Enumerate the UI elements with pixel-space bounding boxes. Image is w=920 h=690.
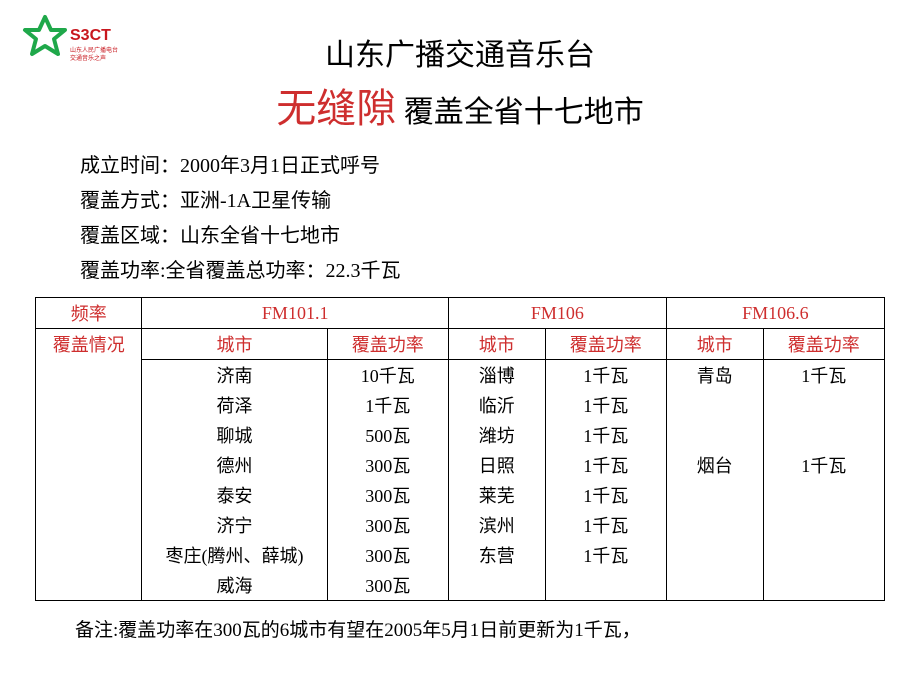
cell: 1千瓦 xyxy=(763,360,884,391)
logo-svg: S3CT 山东人民广播电台 交通音乐之声 xyxy=(20,12,120,82)
row-label-empty xyxy=(36,390,142,420)
svg-text:交通音乐之声: 交通音乐之声 xyxy=(70,54,106,62)
cell xyxy=(763,420,884,450)
cell xyxy=(763,570,884,601)
cell xyxy=(545,570,666,601)
title-rest: 覆盖全省十七地市 xyxy=(396,96,644,129)
freq-col-2: FM106 xyxy=(448,298,666,329)
row-label-empty xyxy=(36,510,142,540)
cell xyxy=(666,480,763,510)
cell: 日照 xyxy=(448,450,545,480)
table-row: 济宁 300瓦 滨州 1千瓦 xyxy=(36,510,885,540)
city-label: 城市 xyxy=(142,329,327,360)
power-label: 覆盖功率 xyxy=(763,329,884,360)
info-region: 覆盖区域：山东全省十七地市 xyxy=(80,219,920,254)
cell xyxy=(763,510,884,540)
power-label: 覆盖功率 xyxy=(545,329,666,360)
cell: 1千瓦 xyxy=(545,510,666,540)
cell: 烟台 xyxy=(666,450,763,480)
cell: 1千瓦 xyxy=(545,360,666,391)
cell: 滨州 xyxy=(448,510,545,540)
freq-col-3: FM106.6 xyxy=(666,298,884,329)
cell xyxy=(666,390,763,420)
row-label-empty xyxy=(36,540,142,570)
coverage-table-wrap: 频率 FM101.1 FM106 FM106.6 覆盖情况 城市 覆盖功率 城市… xyxy=(35,297,885,601)
cell: 淄博 xyxy=(448,360,545,391)
svg-text:S3CT: S3CT xyxy=(70,27,111,44)
cell: 莱芜 xyxy=(448,480,545,510)
cell: 潍坊 xyxy=(448,420,545,450)
title-highlight: 无缝隙 xyxy=(276,86,396,131)
cell xyxy=(666,540,763,570)
svg-text:山东人民广播电台: 山东人民广播电台 xyxy=(70,46,118,54)
table-row: 枣庄(腾州、薛城) 300瓦 东营 1千瓦 xyxy=(36,540,885,570)
cell xyxy=(763,390,884,420)
station-logo: S3CT 山东人民广播电台 交通音乐之声 xyxy=(20,12,120,82)
cell: 临沂 xyxy=(448,390,545,420)
cell: 300瓦 xyxy=(327,450,448,480)
cell: 1千瓦 xyxy=(763,450,884,480)
title-line2: 无缝隙 覆盖全省十七地市 xyxy=(0,76,920,134)
row-label-empty xyxy=(36,450,142,480)
row-label-empty xyxy=(36,420,142,450)
table-row: 威海 300瓦 xyxy=(36,570,885,601)
table-row: 泰安 300瓦 莱芜 1千瓦 xyxy=(36,480,885,510)
title-line1: 山东广播交通音乐台 xyxy=(0,30,920,74)
table-row: 覆盖情况 城市 覆盖功率 城市 覆盖功率 城市 覆盖功率 xyxy=(36,329,885,360)
cell: 青岛 xyxy=(666,360,763,391)
cell: 枣庄(腾州、薛城) xyxy=(142,540,327,570)
cell xyxy=(666,510,763,540)
row-label-empty xyxy=(36,480,142,510)
cell: 1千瓦 xyxy=(545,420,666,450)
cell: 威海 xyxy=(142,570,327,601)
coverage-table: 频率 FM101.1 FM106 FM106.6 覆盖情况 城市 覆盖功率 城市… xyxy=(35,297,885,601)
power-label: 覆盖功率 xyxy=(327,329,448,360)
cell: 1千瓦 xyxy=(545,450,666,480)
cell: 1千瓦 xyxy=(545,540,666,570)
footnote: 备注:覆盖功率在300瓦的6城市有望在2005年5月1日前更新为1千瓦， xyxy=(75,615,920,642)
cell: 500瓦 xyxy=(327,420,448,450)
info-block: 成立时间：2000年3月1日正式呼号 覆盖方式：亚洲-1A卫星传输 覆盖区域：山… xyxy=(80,149,920,289)
row-label-empty xyxy=(36,360,142,391)
cell xyxy=(666,570,763,601)
cell: 济宁 xyxy=(142,510,327,540)
cell xyxy=(666,420,763,450)
coverage-label: 覆盖情况 xyxy=(36,329,142,360)
city-label: 城市 xyxy=(666,329,763,360)
info-established: 成立时间：2000年3月1日正式呼号 xyxy=(80,149,920,184)
cell xyxy=(763,540,884,570)
cell: 1千瓦 xyxy=(545,390,666,420)
title-block: 山东广播交通音乐台 无缝隙 覆盖全省十七地市 xyxy=(0,0,920,134)
table-row: 德州 300瓦 日照 1千瓦 烟台 1千瓦 xyxy=(36,450,885,480)
cell: 荷泽 xyxy=(142,390,327,420)
info-power: 覆盖功率:全省覆盖总功率：22.3千瓦 xyxy=(80,254,920,289)
cell: 300瓦 xyxy=(327,480,448,510)
table-row: 荷泽 1千瓦 临沂 1千瓦 xyxy=(36,390,885,420)
table-row: 聊城 500瓦 潍坊 1千瓦 xyxy=(36,420,885,450)
cell: 10千瓦 xyxy=(327,360,448,391)
cell xyxy=(763,480,884,510)
cell: 东营 xyxy=(448,540,545,570)
cell: 1千瓦 xyxy=(545,480,666,510)
cell: 泰安 xyxy=(142,480,327,510)
cell: 聊城 xyxy=(142,420,327,450)
cell: 300瓦 xyxy=(327,570,448,601)
cell xyxy=(448,570,545,601)
city-label: 城市 xyxy=(448,329,545,360)
freq-label: 频率 xyxy=(36,298,142,329)
table-row: 频率 FM101.1 FM106 FM106.6 xyxy=(36,298,885,329)
info-method: 覆盖方式：亚洲-1A卫星传输 xyxy=(80,184,920,219)
table-row: 济南 10千瓦 淄博 1千瓦 青岛 1千瓦 xyxy=(36,360,885,391)
cell: 300瓦 xyxy=(327,510,448,540)
cell: 1千瓦 xyxy=(327,390,448,420)
cell: 德州 xyxy=(142,450,327,480)
freq-col-1: FM101.1 xyxy=(142,298,449,329)
cell: 300瓦 xyxy=(327,540,448,570)
cell: 济南 xyxy=(142,360,327,391)
row-label-empty xyxy=(36,570,142,601)
